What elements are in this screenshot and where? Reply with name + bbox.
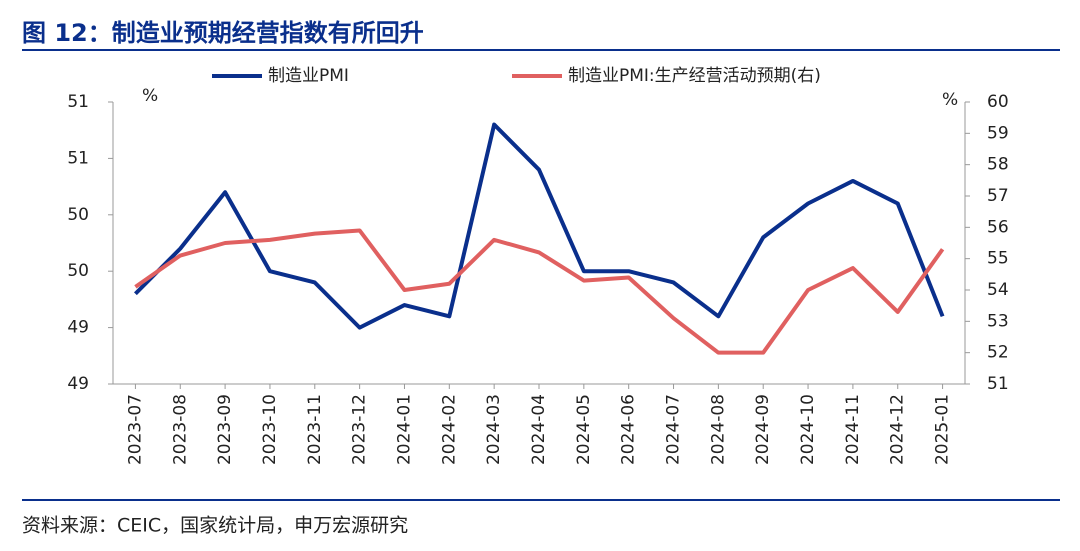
y2-tick-label: 53	[987, 311, 1009, 331]
x-tick-label: 2024-02	[439, 394, 459, 465]
series-line	[134, 122, 945, 330]
y-tick-label: 50	[67, 205, 89, 225]
y2-tick-label: 54	[987, 280, 1009, 300]
x-tick-label: 2024-10	[798, 394, 818, 465]
y-tick-label: 51	[67, 92, 89, 112]
source: 资料来源：CEIC，国家统计局，申万宏源研究	[22, 515, 408, 537]
y-tick-label: 51	[67, 148, 89, 168]
legend-label: 制造业PMI:生产经营活动预期(右)	[568, 66, 821, 86]
series-line	[134, 228, 945, 355]
y2-tick-label: 59	[987, 123, 1009, 143]
legend-label: 制造业PMI	[268, 66, 349, 86]
y2-tick-label: 60	[987, 92, 1009, 112]
x-tick-label: 2024-06	[619, 394, 639, 465]
x-tick-label: 2024-11	[843, 394, 863, 465]
x-tick-label: 2023-09	[215, 394, 235, 465]
x-tick-label: 2024-12	[888, 394, 908, 465]
y2-tick-label: 51	[987, 374, 1009, 394]
y-tick-label: 49	[67, 318, 89, 338]
x-tick-label: 2024-05	[574, 394, 594, 465]
chart-title: 图 12：制造业预期经营指数有所回升	[22, 19, 424, 47]
y2-tick-label: 55	[987, 249, 1009, 269]
x-tick-label: 2024-07	[664, 394, 684, 465]
x-tick-label: 2024-09	[753, 394, 773, 465]
y2-tick-label: 52	[987, 343, 1009, 363]
y2-tick-label: 56	[987, 217, 1009, 237]
x-tick-label: 2023-08	[170, 394, 190, 465]
y2-unit: %	[942, 90, 958, 110]
x-tick-label: 2023-10	[260, 394, 280, 465]
x-tick-label: 2023-11	[305, 394, 325, 465]
y-tick-label: 49	[67, 374, 89, 394]
x-tick-label: 2024-04	[529, 394, 549, 465]
y2-tick-label: 57	[987, 186, 1009, 206]
x-tick-label: 2025-01	[933, 394, 953, 465]
y2-tick-label: 58	[987, 155, 1009, 175]
x-tick-label: 2024-01	[394, 394, 414, 465]
y-unit: %	[142, 86, 158, 106]
y-tick-label: 50	[67, 261, 89, 281]
x-tick-label: 2024-08	[708, 394, 728, 465]
x-tick-label: 2024-03	[484, 394, 504, 465]
x-tick-label: 2023-07	[125, 394, 145, 465]
x-tick-label: 2023-12	[350, 394, 370, 465]
